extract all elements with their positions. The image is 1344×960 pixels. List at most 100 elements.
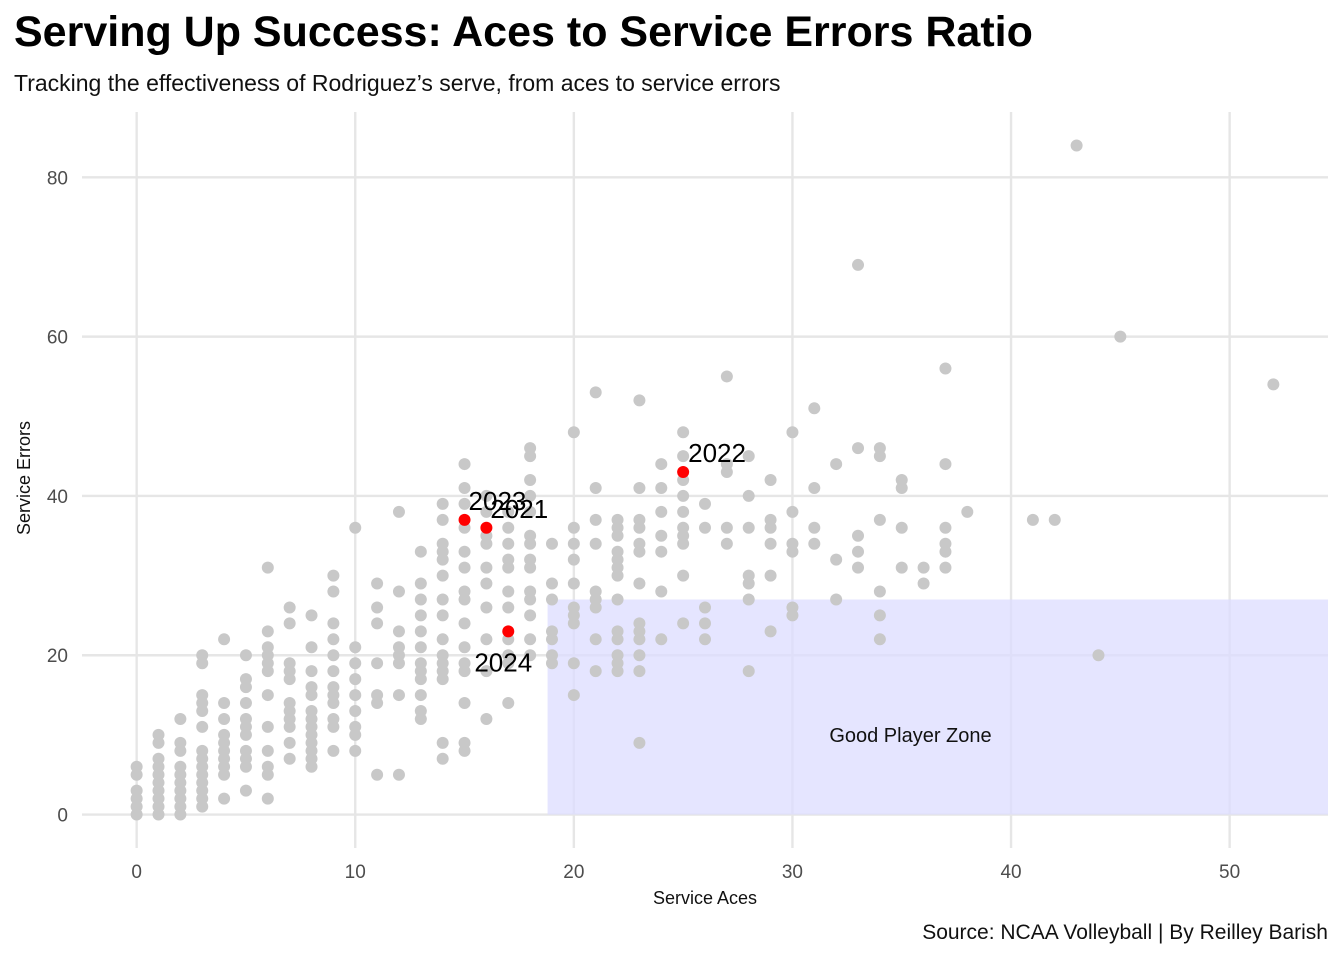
data-point	[130, 760, 143, 773]
data-point	[502, 585, 515, 598]
x-tick-label: 30	[782, 862, 803, 883]
data-points	[130, 139, 1280, 821]
data-point	[545, 625, 558, 638]
data-point	[414, 625, 427, 638]
data-point	[480, 505, 493, 518]
data-point	[414, 704, 427, 717]
data-point	[567, 689, 580, 702]
x-tick-label: 10	[345, 862, 366, 883]
data-point	[458, 497, 471, 510]
data-point	[414, 577, 427, 590]
data-point	[436, 593, 449, 606]
data-point	[239, 784, 252, 797]
data-point	[305, 665, 318, 678]
data-point	[589, 585, 602, 598]
data-point	[699, 521, 711, 534]
data-point	[480, 601, 493, 614]
data-point	[392, 625, 405, 638]
highlight-point	[502, 625, 515, 638]
data-point	[196, 744, 209, 757]
data-point	[524, 489, 537, 502]
data-point	[392, 768, 405, 781]
data-point	[655, 481, 668, 494]
data-point	[655, 633, 668, 646]
data-point	[589, 537, 602, 550]
data-point	[633, 736, 646, 749]
data-point	[545, 649, 558, 662]
data-point	[218, 697, 231, 710]
data-point	[414, 593, 427, 606]
data-point	[261, 689, 274, 702]
data-point	[305, 704, 318, 717]
data-point	[567, 657, 580, 670]
data-point	[524, 442, 537, 455]
data-point	[480, 577, 493, 590]
x-axis-title: Service Aces	[653, 888, 757, 908]
data-point	[283, 752, 296, 765]
data-point	[939, 537, 952, 550]
data-point	[261, 641, 274, 654]
data-point	[1114, 330, 1127, 343]
data-point	[589, 665, 602, 678]
data-point	[458, 617, 471, 630]
data-point	[436, 569, 449, 582]
data-point	[939, 521, 952, 534]
data-point	[786, 537, 799, 550]
data-point	[349, 689, 362, 702]
data-point	[283, 697, 296, 710]
data-point	[502, 601, 515, 614]
data-point	[677, 489, 690, 502]
data-point	[414, 545, 427, 558]
data-point	[327, 585, 340, 598]
data-point	[436, 497, 449, 510]
data-point	[742, 593, 755, 606]
data-point	[720, 521, 733, 534]
data-point	[196, 649, 209, 662]
data-point	[349, 673, 362, 686]
x-tick-label: 0	[131, 862, 142, 883]
data-point	[786, 505, 799, 518]
data-point	[633, 617, 646, 630]
data-point	[480, 489, 493, 502]
data-point	[414, 641, 427, 654]
data-point	[1026, 513, 1039, 526]
highlight-point	[480, 521, 493, 534]
highlight-label: 2021	[490, 494, 548, 524]
data-point	[589, 633, 602, 646]
data-point	[545, 577, 558, 590]
data-point	[261, 792, 274, 805]
data-point	[808, 537, 821, 550]
data-point	[218, 633, 231, 646]
data-point	[873, 442, 886, 455]
data-point	[327, 569, 340, 582]
data-point	[764, 625, 777, 638]
data-point	[196, 689, 209, 702]
data-point	[589, 481, 602, 494]
data-point	[239, 712, 252, 725]
data-point	[458, 481, 471, 494]
data-point	[239, 649, 252, 662]
data-point	[524, 529, 537, 542]
data-point	[218, 728, 231, 741]
data-point	[480, 633, 493, 646]
x-tick-label: 50	[1219, 862, 1240, 883]
data-point	[699, 601, 711, 614]
data-point	[261, 760, 274, 773]
data-point	[873, 513, 886, 526]
data-point	[742, 665, 755, 678]
data-point	[852, 258, 865, 271]
data-point	[283, 736, 296, 749]
data-point	[524, 609, 537, 622]
data-point	[261, 625, 274, 638]
data-point	[436, 752, 449, 765]
data-point	[677, 426, 690, 439]
data-point	[939, 458, 952, 471]
data-point	[677, 505, 690, 518]
highlight-points	[458, 466, 690, 638]
data-point	[742, 521, 755, 534]
data-point	[830, 553, 843, 566]
data-point	[502, 537, 515, 550]
highlight-label: 2022	[688, 438, 746, 468]
data-point	[852, 442, 865, 455]
